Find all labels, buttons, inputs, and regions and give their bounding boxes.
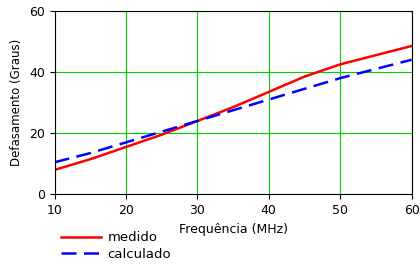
medido xyxy=(52,168,57,171)
Line: calculado: calculado xyxy=(55,60,412,162)
calculado xyxy=(88,151,93,155)
calculado xyxy=(373,67,378,70)
medido xyxy=(302,75,307,78)
calculado xyxy=(409,58,414,61)
medido xyxy=(338,63,343,66)
medido xyxy=(373,53,378,57)
calculado xyxy=(52,161,57,164)
calculado xyxy=(266,98,271,101)
medido xyxy=(159,133,164,136)
medido xyxy=(88,158,93,161)
Y-axis label: Defasamento (Graus): Defasamento (Graus) xyxy=(10,39,24,166)
calculado xyxy=(231,109,236,112)
medido xyxy=(195,119,200,123)
calculado xyxy=(159,130,164,133)
calculado xyxy=(195,119,200,123)
medido xyxy=(266,90,271,93)
Legend: medido, calculado: medido, calculado xyxy=(61,231,171,261)
X-axis label: Frequência (MHz): Frequência (MHz) xyxy=(178,223,288,236)
calculado xyxy=(123,141,129,144)
medido xyxy=(409,44,414,48)
calculado xyxy=(338,76,343,80)
Line: medido: medido xyxy=(55,46,412,170)
calculado xyxy=(302,87,307,90)
medido xyxy=(123,145,129,149)
medido xyxy=(231,106,236,109)
